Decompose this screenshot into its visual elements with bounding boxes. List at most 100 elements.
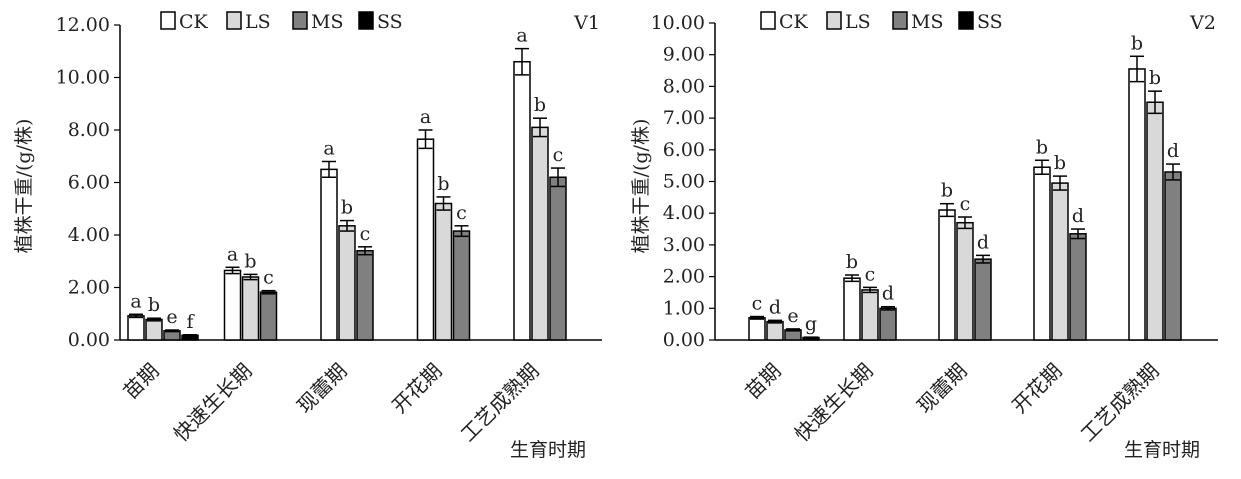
significance-letter: b bbox=[1149, 67, 1161, 89]
significance-letter: b bbox=[1054, 152, 1066, 174]
bar-ck bbox=[127, 315, 145, 341]
bar-ls bbox=[338, 225, 356, 341]
significance-letter: c bbox=[752, 293, 763, 315]
bar-ck bbox=[1128, 68, 1146, 341]
significance-letter: a bbox=[323, 138, 334, 160]
y-tick-label: 4.00 bbox=[663, 202, 705, 224]
bar-ck bbox=[416, 138, 435, 341]
significance-letter: a bbox=[227, 243, 238, 265]
significance-letter: c bbox=[865, 263, 876, 285]
legend-label-ls: LS bbox=[245, 11, 271, 33]
significance-letter: c bbox=[360, 223, 371, 245]
bar-ck bbox=[843, 277, 861, 341]
significance-letter: g bbox=[805, 313, 817, 335]
bar-ls bbox=[861, 289, 879, 341]
significance-letter: b bbox=[846, 251, 858, 273]
bar-ls bbox=[241, 276, 260, 341]
y-tick-label: 0.00 bbox=[663, 329, 705, 351]
y-tick-label: 5.00 bbox=[663, 171, 705, 193]
legend-swatch-ms bbox=[892, 11, 908, 30]
bar-ck bbox=[1033, 166, 1051, 341]
significance-letter: e bbox=[166, 306, 177, 328]
significance-letter: b bbox=[534, 94, 546, 116]
chart-panel-v1: 0.00 2.00 4.00 6.00 8.00 10.00 12.00 植株干重/(g/株)… bbox=[13, 11, 602, 461]
significance-letter: e bbox=[787, 305, 798, 327]
y-axis-title: 植株干重/(g/株) bbox=[630, 119, 652, 254]
significance-letter: d bbox=[769, 296, 781, 318]
bar-ls bbox=[531, 126, 549, 341]
bar-ms bbox=[549, 176, 567, 341]
bar-ms bbox=[452, 230, 471, 341]
x-axis-title: 生育时期 bbox=[1124, 439, 1200, 461]
significance-letter: f bbox=[186, 311, 195, 333]
y-axis-title: 植株干重/(g/株) bbox=[13, 119, 35, 254]
x-category-label: 开花期 bbox=[1007, 359, 1066, 418]
y-tick-label: 0.00 bbox=[68, 329, 110, 351]
legend-label-ls: LS bbox=[845, 11, 871, 33]
bar-ms bbox=[879, 307, 897, 341]
significance-letter: c bbox=[553, 144, 564, 166]
bar-ck bbox=[748, 317, 766, 341]
significance-letter: a bbox=[130, 290, 141, 312]
significance-letter: b bbox=[244, 250, 256, 272]
significance-letter: d bbox=[1167, 140, 1179, 162]
x-category-label: 快速生长期 bbox=[169, 359, 257, 447]
y-tick-label: 2.00 bbox=[663, 266, 705, 288]
legend-swatch-ss bbox=[958, 11, 974, 30]
significance-letter: a bbox=[516, 25, 527, 47]
bar-ls bbox=[1146, 101, 1164, 341]
bar-ls bbox=[145, 318, 163, 341]
y-tick-label: 6.00 bbox=[68, 172, 110, 194]
bar-ms bbox=[974, 258, 992, 341]
legend-label-ck: CK bbox=[179, 11, 209, 33]
significance-letter: b bbox=[1131, 32, 1143, 54]
y-tick-label: 4.00 bbox=[68, 224, 110, 246]
x-category-label: 现蕾期 bbox=[292, 359, 351, 418]
significance-letter: b bbox=[148, 294, 160, 316]
y-tick-label: 6.00 bbox=[663, 139, 705, 161]
legend-label-ms: MS bbox=[911, 11, 943, 33]
y-tick-label: 8.00 bbox=[68, 119, 110, 141]
legend-swatch-ck bbox=[760, 11, 776, 30]
bar-ls bbox=[434, 202, 453, 341]
y-tick-label: 8.00 bbox=[663, 75, 705, 97]
x-category-label: 开花期 bbox=[387, 359, 446, 418]
bar-ms bbox=[356, 250, 374, 341]
y-tick-label: 10.00 bbox=[56, 67, 110, 89]
x-category-label: 快速生长期 bbox=[790, 359, 878, 447]
y-tick-label: 9.00 bbox=[663, 44, 705, 66]
significance-letter: c bbox=[263, 267, 274, 289]
legend-swatch-ls bbox=[226, 11, 242, 30]
x-category-label: 现蕾期 bbox=[912, 359, 971, 418]
significance-letter: c bbox=[456, 202, 467, 224]
significance-letter: a bbox=[420, 106, 431, 128]
bar-ls bbox=[766, 320, 784, 341]
significance-letter: b bbox=[1036, 136, 1048, 158]
y-tick-label: 1.00 bbox=[663, 297, 705, 319]
panel-label: V1 bbox=[573, 12, 600, 34]
bar-ms bbox=[259, 291, 278, 341]
legend-swatch-ls bbox=[826, 11, 842, 30]
legend-swatch-ck bbox=[160, 11, 176, 30]
y-tick-label: 2.00 bbox=[68, 277, 110, 299]
x-category-label: 苗期 bbox=[740, 359, 785, 404]
x-category-label: 工艺成熟期 bbox=[456, 359, 544, 447]
legend-label-ss: SS bbox=[377, 11, 403, 33]
bar-ck bbox=[223, 269, 242, 341]
significance-letter: d bbox=[977, 231, 989, 253]
y-tick-label: 3.00 bbox=[663, 234, 705, 256]
panel-label: V2 bbox=[1189, 12, 1216, 34]
legend-label-ck: CK bbox=[779, 11, 809, 33]
bar-ck bbox=[320, 168, 338, 341]
legend-label-ms: MS bbox=[311, 11, 343, 33]
bar-ls bbox=[1051, 182, 1069, 341]
significance-letter: b bbox=[437, 173, 449, 195]
significance-letter: c bbox=[960, 193, 971, 215]
y-tick-label: 12.00 bbox=[56, 14, 110, 36]
x-category-label: 苗期 bbox=[118, 359, 163, 404]
y-tick-label: 7.00 bbox=[663, 107, 705, 129]
significance-letter: b bbox=[941, 180, 953, 202]
bar-ms bbox=[1069, 233, 1087, 341]
bar-ck bbox=[513, 61, 531, 341]
